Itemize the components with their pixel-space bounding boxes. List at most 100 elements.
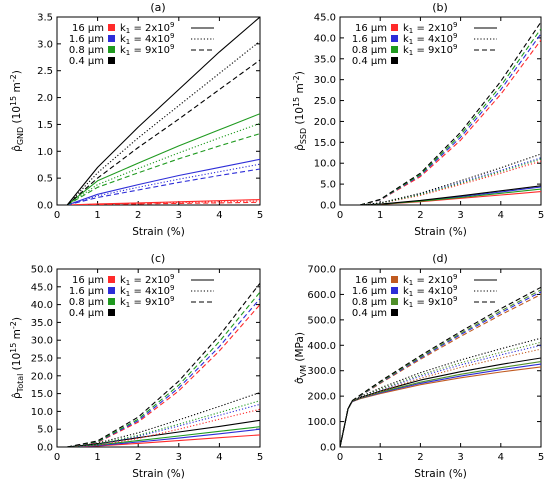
legend-size-label: 0.4 µm	[69, 56, 104, 67]
y-axis-label-part: (10	[11, 353, 23, 374]
series-line	[66, 133, 260, 205]
plot-frame	[56, 16, 261, 206]
legend-k1-label: k1 = 4x109	[120, 32, 174, 46]
legend-k1-part: = 2x10	[130, 23, 170, 34]
y-tick-label: 25.0	[31, 354, 53, 365]
y-tick-label: 10.0	[314, 159, 336, 170]
legend-k1-part: k	[403, 34, 409, 45]
legend-size-label: 0.4 µm	[352, 56, 387, 67]
y-tick-label: 1.5	[37, 120, 53, 131]
legend-k1-part: 1	[126, 279, 130, 287]
legend-k1-part: k	[120, 23, 126, 34]
y-axis-label-part: m	[294, 83, 306, 97]
series-line	[67, 419, 260, 447]
series-line	[67, 403, 260, 447]
x-tick-label: 0	[337, 452, 343, 463]
y-tick-label: 0.0	[37, 201, 53, 212]
series-group	[359, 21, 541, 205]
legend-k1-part: 9	[170, 284, 174, 292]
legend-size-label: 0.8 µm	[352, 45, 387, 56]
y-tick-label: 0.5	[37, 174, 53, 185]
x-tick-label: 4	[216, 452, 222, 463]
legend-k1-part: 9	[453, 21, 457, 29]
legend-k1-part: 9	[453, 43, 457, 51]
legend-k1-part: = 4x10	[413, 34, 453, 45]
y-tick-label: 40.0	[31, 300, 53, 311]
y-axis-label-part: ρ̂	[11, 145, 23, 152]
x-tick-label: 5	[538, 210, 544, 221]
series-line	[67, 291, 260, 447]
legend-size-label: 1.6 µm	[69, 286, 104, 297]
x-tick-label: 3	[457, 452, 463, 463]
y-axis-label-part: m	[11, 82, 23, 96]
panel-label: (d)	[432, 252, 448, 265]
legend-size-label: 0.8 µm	[69, 45, 104, 56]
y-tick-label: 50.0	[31, 265, 53, 276]
x-tick-label: 3	[457, 210, 463, 221]
legend-k1-part: 1	[409, 290, 413, 298]
y-axis-label-part: σ̂	[294, 377, 306, 384]
legend-k1-part: = 2x10	[413, 23, 453, 34]
legend-k1-part: 1	[126, 301, 130, 309]
legend-k1-part: = 4x10	[130, 286, 170, 297]
y-axis-label-part: (10	[294, 107, 306, 128]
legend-k1-part: k	[403, 23, 409, 34]
legend-k1-part: 9	[170, 21, 174, 29]
legend-k1-part: 1	[409, 38, 413, 46]
x-axis-label: Strain (%)	[132, 226, 185, 238]
legend-size-label: 16 µm	[355, 275, 387, 286]
legend-k1-part: 9	[170, 43, 174, 51]
legend-swatch	[391, 287, 398, 294]
x-tick-label: 3	[176, 210, 182, 221]
y-tick-label: 100.0	[307, 417, 336, 428]
y-tick-label: 700.0	[307, 265, 336, 276]
legend-swatch	[108, 57, 115, 64]
legend-swatch	[108, 35, 115, 42]
series-line	[67, 158, 260, 205]
legend-k1-part: 1	[126, 38, 130, 46]
legend-k1-part: 1	[409, 279, 413, 287]
legend-k1-part: 1	[126, 290, 130, 298]
series-line	[340, 286, 541, 447]
legend-swatch	[108, 309, 115, 316]
legend-k1-part: 9	[453, 32, 457, 40]
y-axis-label-part: -2	[292, 75, 301, 83]
legend-size-label: 16 µm	[355, 23, 387, 34]
series-line	[360, 185, 541, 205]
series-line	[67, 201, 260, 205]
x-tick-label: 0	[337, 210, 343, 221]
y-tick-label: 40.0	[314, 33, 336, 44]
x-tick-label: 1	[94, 210, 100, 221]
legend-k1-part: k	[403, 286, 409, 297]
legend-size-label: 1.6 µm	[352, 286, 387, 297]
legend-k1-label: k1 = 2x109	[120, 21, 174, 35]
legend-k1-label: k1 = 2x109	[403, 21, 457, 35]
panel-3: (d) 0 1 2 3 4 5 0.0 100.0 200.0 300.0 400.0 500.0 600…	[294, 252, 544, 480]
y-tick-label: 200.0	[307, 392, 336, 403]
legend-swatch	[391, 57, 398, 64]
legend-k1-part: k	[120, 275, 126, 286]
y-tick-label: 2.5	[37, 66, 53, 77]
series-line	[67, 282, 260, 447]
y-tick-label: 35.0	[314, 54, 336, 65]
y-tick-label: 5.0	[320, 180, 336, 191]
x-tick-label: 2	[135, 452, 141, 463]
legend-size-label: 0.8 µm	[69, 297, 104, 308]
y-tick-label: 45.0	[314, 13, 336, 24]
y-axis-label-part: 15	[9, 96, 18, 106]
legend-k1-part: 9	[170, 295, 174, 303]
series-line	[67, 426, 260, 447]
legend-swatch	[108, 287, 115, 294]
legend-k1-label: k1 = 2x109	[120, 273, 174, 287]
y-axis-label-part: )	[11, 70, 23, 74]
legend-k1-part: = 9x10	[130, 45, 170, 56]
y-tick-label: 15.0	[31, 389, 53, 400]
legend-k1-label: k1 = 9x109	[403, 295, 457, 309]
panel-1: (b) 0 1 2 3 4 5 0.0 5.0 10.0 15.0 20.0 25.0 30.0 35.0 4…	[292, 1, 544, 238]
x-axis-label: Strain (%)	[414, 226, 467, 238]
x-tick-label: 5	[257, 452, 263, 463]
legend-k1-part: 9	[453, 284, 457, 292]
